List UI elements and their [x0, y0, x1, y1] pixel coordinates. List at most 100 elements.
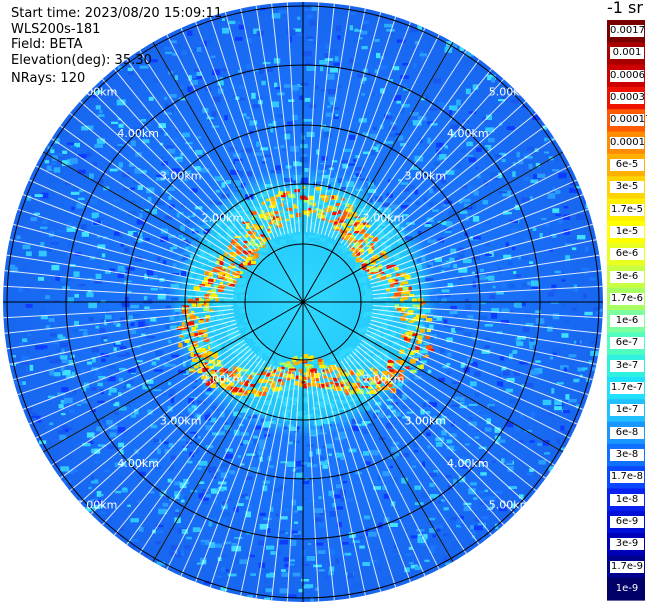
radar-gate	[167, 406, 173, 412]
radar-gate	[501, 159, 506, 163]
radar-gate	[306, 35, 314, 40]
radar-gate	[35, 345, 44, 350]
radar-gate	[324, 382, 331, 385]
radar-gate	[182, 361, 186, 367]
radar-gate	[363, 313, 367, 318]
radar-gate	[56, 392, 66, 396]
radar-gate	[152, 389, 162, 392]
radar-gate	[414, 450, 418, 453]
radar-gate	[376, 227, 383, 232]
radar-gate	[318, 496, 322, 500]
radar-gate	[12, 355, 16, 358]
radar-gate	[465, 206, 473, 210]
radar-gate	[156, 530, 164, 534]
radar-gate	[565, 394, 570, 400]
radar-gate	[436, 526, 441, 532]
radar-gate	[47, 395, 56, 398]
radar-gate	[59, 348, 65, 354]
radar-gate	[102, 418, 106, 424]
radar-gate	[176, 327, 184, 331]
radar-gate	[278, 134, 283, 138]
radar-gate	[473, 236, 481, 240]
radar-gate	[394, 267, 399, 271]
radar-gate	[321, 402, 326, 408]
radar-gate	[217, 88, 224, 94]
range-ring-label: 4.00km	[447, 457, 489, 470]
radar-gate	[273, 58, 281, 64]
radar-gate	[79, 329, 88, 331]
radar-gate	[62, 428, 69, 433]
radar-gate	[99, 328, 106, 334]
radar-gate	[154, 465, 162, 470]
radar-gate	[472, 84, 479, 90]
ray-separator	[17, 208, 237, 281]
radar-gate	[201, 330, 207, 333]
radar-gate	[55, 274, 60, 281]
radar-gate	[404, 275, 411, 280]
radar-gate	[576, 214, 585, 220]
ray-separator	[346, 356, 493, 536]
radar-gate	[119, 449, 124, 455]
radar-gate	[104, 314, 112, 320]
radar-gate	[261, 79, 266, 86]
radar-gate	[229, 147, 237, 152]
radar-gate	[565, 255, 571, 261]
radar-gate	[190, 332, 196, 337]
radar-gate	[552, 352, 557, 357]
radar-gate	[296, 412, 303, 417]
radar-gate	[266, 545, 275, 550]
radar-gate	[394, 292, 401, 297]
ray-separator	[357, 345, 537, 492]
radar-gate	[481, 414, 490, 419]
radar-gate	[386, 236, 391, 241]
radar-gate	[64, 397, 73, 404]
radar-gate	[81, 126, 88, 131]
radar-gate	[231, 239, 238, 244]
radar-gate	[361, 46, 368, 50]
radar-gate	[270, 170, 275, 173]
radar-gate	[277, 359, 282, 365]
radar-gate	[221, 182, 226, 188]
radar-gate	[130, 518, 139, 523]
ray-separator	[51, 339, 245, 466]
radar-gate	[284, 215, 290, 219]
radar-gate	[263, 400, 272, 406]
radar-gate	[231, 286, 236, 291]
radar-gate	[566, 237, 576, 243]
radar-gate	[504, 212, 512, 215]
radar-gate	[208, 279, 214, 284]
radar-gate	[328, 490, 335, 496]
radar-gate	[345, 181, 355, 188]
radar-gate	[239, 324, 245, 329]
radar-gate	[168, 528, 177, 531]
radar-gate	[376, 281, 382, 286]
radar-gate	[233, 370, 237, 373]
radar-gate	[163, 63, 168, 70]
radar-gate	[400, 298, 404, 303]
ray-separator	[317, 370, 366, 596]
radar-gate	[284, 397, 293, 401]
radar-gate	[257, 450, 264, 456]
radar-gate	[364, 461, 371, 465]
radar-gate	[300, 233, 304, 238]
radar-gate	[399, 329, 407, 333]
radar-gate	[356, 382, 360, 388]
radar-gate	[548, 466, 557, 472]
radar-gate	[197, 303, 202, 308]
radar-gate	[406, 318, 412, 322]
radar-gate	[449, 105, 458, 111]
radar-gate	[239, 341, 245, 346]
radar-gate	[380, 88, 385, 94]
radar-gate	[461, 119, 469, 123]
radar-gate	[465, 88, 471, 95]
colorbar-tick-label: 0.0017	[610, 25, 645, 38]
radar-gate	[112, 199, 120, 203]
radar-gate	[419, 53, 427, 57]
radar-gate	[418, 339, 422, 344]
radar-gate	[235, 246, 243, 251]
radar-gate	[474, 436, 480, 439]
radar-gate	[191, 343, 197, 347]
radar-gate	[318, 362, 323, 365]
radar-gate	[130, 329, 137, 334]
radar-gate	[376, 52, 381, 59]
